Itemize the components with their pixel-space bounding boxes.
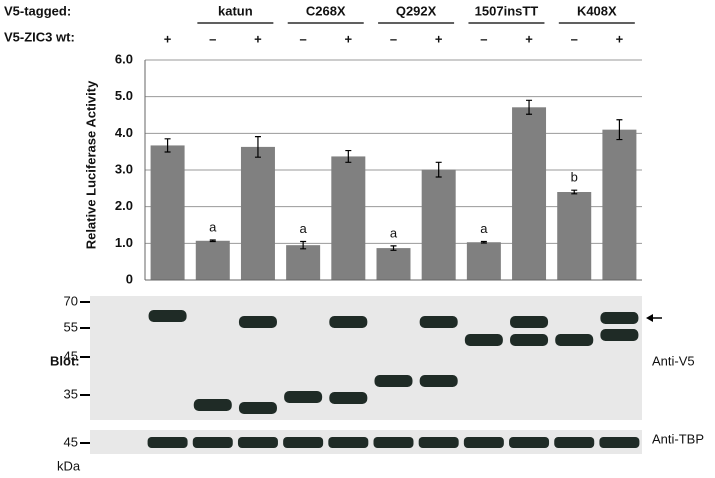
group-label: 1507insTT [475,3,539,18]
annotation: a [300,221,308,236]
blot-band [554,437,595,448]
x-tick-label: – [571,31,578,46]
bar [195,240,230,280]
antibody-label: Anti-TBP [652,431,704,446]
bar [421,169,456,280]
x-tick-label: – [209,31,216,46]
blot-band [374,375,413,387]
bar [466,242,501,280]
blot-band [509,437,550,448]
x-tick-label: – [300,31,307,46]
antibody-label: Anti-V5 [652,353,695,368]
x-tick-label: + [254,31,262,46]
error-bar [571,189,578,195]
blot-band [148,310,187,322]
x-tick-label: + [616,31,624,46]
bar [150,145,185,280]
blot-band [463,437,504,448]
blot-band [419,316,458,328]
bar [240,146,275,280]
group-label: Q292X [396,3,437,18]
blot-band [329,392,368,404]
bar [376,248,411,280]
error-bar [390,245,397,251]
bar [512,107,547,280]
error-bar [480,240,487,244]
blot-band [238,316,277,328]
group-label: C268X [306,3,346,18]
y-tick-label: 6.0 [115,51,133,66]
annotation: a [390,225,398,240]
bar [286,245,321,280]
annotation: a [480,221,488,236]
group-label: katun [218,3,253,18]
error-bar [164,138,171,153]
blot-band [510,316,549,328]
error-bar [616,119,623,141]
blot-band [147,437,188,448]
unit-label: kDa [57,458,81,473]
blot-band [192,437,233,448]
y-tick-label: 2.0 [115,198,133,213]
blot-band [418,437,459,448]
blot-band [510,334,549,346]
blot-band [373,437,414,448]
bar [557,192,592,280]
blot-band [237,437,278,448]
x-tick-label: + [164,31,172,46]
error-bar [435,161,442,178]
blot-band [328,437,369,448]
marker-label: 45 [64,434,78,449]
annotation: a [209,219,217,234]
blot-band [464,334,503,346]
x-tick-label: – [480,31,487,46]
blot-band [599,437,640,448]
y-axis-label: Relative Luciferase Activity [83,80,98,249]
blot-band [600,329,639,341]
y-tick-label: 4.0 [115,125,133,140]
arrow [646,314,662,322]
error-bar [254,136,261,158]
bar [331,156,366,280]
x-tick-label: + [435,31,443,46]
marker-label: 70 [64,293,78,308]
blot-band [238,402,277,414]
group-label: K408X [577,3,617,18]
x-tick-label: + [525,31,533,46]
blot-band [284,391,323,403]
annotation: b [571,170,578,185]
x-tick-label: – [390,31,397,46]
marker-label: 45 [64,348,78,363]
error-bar [300,240,307,250]
blot-label: Blot: [50,353,80,368]
blot-band [193,399,232,411]
blot-band [419,375,458,387]
blot-band [555,334,594,346]
row-label: V5-ZIC3 wt: [4,29,75,44]
error-bar [345,149,352,163]
row-label: V5-tagged: [4,3,71,18]
y-tick-label: 0 [126,271,133,286]
x-tick-label: + [345,31,353,46]
y-tick-label: 3.0 [115,161,133,176]
error-bar [209,239,216,243]
error-bar [526,99,533,115]
bar [602,129,637,280]
blot-band [329,316,368,328]
blot-band [283,437,324,448]
marker-label: 35 [64,386,78,401]
blot-band [600,312,639,324]
y-tick-label: 5.0 [115,88,133,103]
y-tick-label: 1.0 [115,235,133,250]
marker-label: 55 [64,319,78,334]
